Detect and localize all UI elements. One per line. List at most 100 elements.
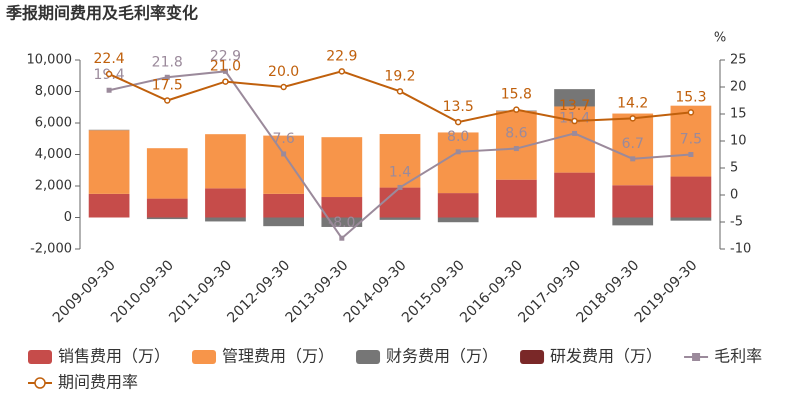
- legend-marker: [692, 353, 701, 361]
- data-label: -8.0: [328, 215, 355, 231]
- legend-label: 销售费用（万）: [58, 347, 170, 366]
- legend-label: 期间费用率: [58, 373, 138, 392]
- point: [397, 184, 403, 190]
- bar: [321, 197, 363, 218]
- bar: [205, 188, 246, 218]
- data-label: 6.7: [622, 136, 644, 152]
- y-tick-label: -2,000: [30, 242, 72, 257]
- legend-label: 毛利率: [714, 347, 762, 366]
- data-label: 7.6: [273, 131, 295, 147]
- bar: [146, 217, 188, 220]
- point: [222, 68, 228, 74]
- y-tick-label: 0: [64, 210, 72, 225]
- data-label: 14.2: [617, 95, 648, 111]
- point: [280, 83, 287, 91]
- bar: [612, 217, 654, 226]
- bar: [379, 187, 421, 218]
- y2-tick-label: -5: [730, 215, 743, 230]
- point: [572, 130, 578, 136]
- point: [281, 151, 287, 157]
- point: [222, 78, 229, 85]
- bar: [554, 89, 595, 107]
- data-label: 21.8: [152, 54, 183, 70]
- data-label: 17.5: [152, 78, 183, 94]
- bar: [612, 185, 654, 218]
- bar: [670, 217, 712, 221]
- bar: [612, 113, 654, 186]
- point: [630, 156, 636, 162]
- bar: [554, 172, 595, 218]
- point: [455, 149, 461, 155]
- point: [339, 235, 345, 241]
- bar: [379, 217, 421, 220]
- y-tick-label: 2,000: [35, 179, 72, 194]
- bar: [205, 217, 246, 222]
- data-label: 1.4: [389, 164, 411, 180]
- data-label: 15.3: [675, 89, 706, 105]
- legend-swatch: [192, 350, 217, 364]
- data-label: 22.4: [94, 51, 125, 67]
- legend-swatch: [520, 350, 545, 364]
- point: [629, 115, 636, 122]
- bar: [496, 179, 537, 218]
- point: [688, 152, 694, 157]
- bar: [437, 132, 479, 194]
- point: [571, 117, 578, 125]
- y-tick-label: 6,000: [35, 116, 72, 131]
- bar: [321, 137, 363, 198]
- bar: [437, 217, 479, 223]
- data-label: 22.9: [210, 48, 241, 64]
- bar: [670, 105, 712, 177]
- bar: [88, 130, 130, 194]
- bar: [263, 135, 304, 194]
- data-label: 22.9: [326, 48, 357, 64]
- point: [164, 74, 170, 80]
- bar: [205, 134, 246, 189]
- data-label: 8.6: [505, 126, 527, 142]
- point: [454, 118, 462, 126]
- y2-tick-label: 0: [730, 188, 738, 203]
- data-label: 13.5: [443, 99, 474, 115]
- point: [513, 146, 519, 152]
- legend-swatch: [356, 350, 381, 364]
- y2-tick-label: 25: [730, 53, 747, 68]
- y-tick-label: 8,000: [35, 84, 72, 99]
- y2-tick-label: 5: [730, 161, 738, 176]
- point: [687, 109, 695, 116]
- chart-title: 季报期间费用及毛利率变化: [5, 4, 198, 23]
- bar: [88, 193, 130, 218]
- point: [396, 88, 404, 95]
- data-label: 21.0: [210, 59, 241, 75]
- point: [106, 87, 112, 93]
- y2-tick-label: -10: [730, 242, 751, 257]
- legend-label: 管理费用（万）: [222, 347, 334, 366]
- data-label: 8.0: [447, 129, 469, 145]
- point: [164, 97, 171, 104]
- legend-marker: [34, 377, 46, 389]
- bar: [263, 193, 304, 218]
- legend-swatch: [28, 350, 52, 364]
- legend-label: 财务费用（万）: [386, 347, 498, 366]
- bar: [146, 148, 188, 199]
- y2-axis-label: %: [714, 31, 726, 46]
- bar: [321, 217, 363, 227]
- point: [338, 68, 346, 75]
- bar: [146, 198, 188, 218]
- data-label: 15.8: [501, 87, 532, 103]
- data-label: 7.5: [680, 132, 702, 148]
- y-tick-label: 10,000: [27, 53, 73, 68]
- point: [513, 106, 520, 113]
- y-tick-label: 4,000: [35, 147, 72, 162]
- point: [105, 70, 113, 78]
- data-label: 20.0: [268, 64, 299, 80]
- y2-tick-label: 20: [730, 80, 747, 95]
- bar: [437, 193, 479, 218]
- bar: [670, 176, 712, 218]
- data-label: 13.7: [559, 98, 590, 114]
- legend-label: 研发费用（万）: [550, 347, 662, 366]
- bar: [263, 217, 304, 227]
- x-tick-label: 2019-09-30: [632, 257, 701, 326]
- y2-tick-label: 15: [730, 107, 747, 122]
- y2-tick-label: 10: [730, 134, 747, 149]
